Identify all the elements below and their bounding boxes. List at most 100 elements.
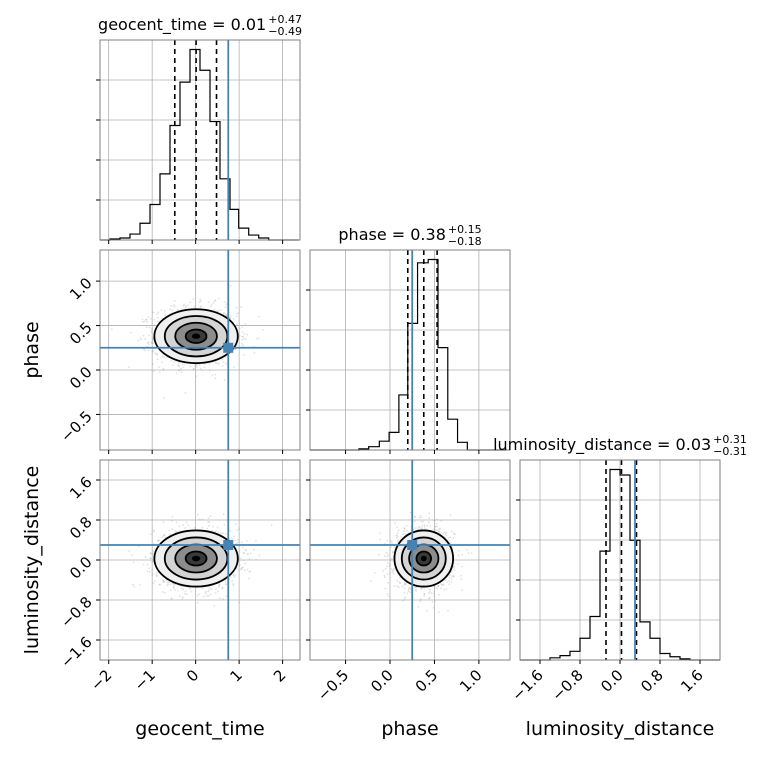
scatter-point bbox=[386, 593, 389, 595]
panel-hist-phase bbox=[309, 249, 511, 451]
x-tick-label: 0.0 bbox=[367, 666, 397, 696]
scatter-point bbox=[161, 536, 164, 539]
scatter-point bbox=[164, 536, 167, 539]
x-tick-label: −2 bbox=[87, 666, 115, 694]
scatter-point bbox=[239, 563, 241, 566]
scatter-point bbox=[214, 377, 217, 380]
scatter-point bbox=[425, 609, 428, 612]
scatter-point bbox=[208, 587, 211, 590]
y-axis-label-phase: phase bbox=[21, 321, 43, 378]
scatter-point bbox=[262, 329, 264, 331]
scatter-point bbox=[413, 520, 416, 523]
x-tick-label: 0 bbox=[183, 666, 202, 685]
scatter-point bbox=[144, 349, 146, 352]
scatter-point bbox=[152, 582, 155, 585]
scatter-point bbox=[149, 552, 152, 554]
scatter-point bbox=[420, 526, 423, 529]
scatter-point bbox=[161, 361, 164, 364]
title-eq: = bbox=[207, 15, 231, 34]
scatter-point bbox=[230, 537, 233, 540]
scatter-point bbox=[399, 582, 402, 585]
scatter-point bbox=[377, 553, 380, 556]
scatter-point bbox=[246, 333, 249, 336]
scatter-point bbox=[147, 341, 150, 343]
scatter-point bbox=[162, 369, 165, 372]
scatter-point bbox=[390, 568, 393, 570]
scatter-point bbox=[403, 527, 406, 529]
scatter-point bbox=[403, 587, 406, 590]
tick-marks bbox=[96, 479, 284, 664]
scatter-point bbox=[180, 585, 183, 588]
scatter-point bbox=[242, 552, 245, 554]
scatter-point bbox=[414, 588, 417, 591]
scatter-point bbox=[246, 553, 249, 556]
scatter-point bbox=[182, 596, 184, 599]
scatter-point bbox=[270, 524, 273, 527]
scatter-point bbox=[446, 581, 448, 584]
scatter-point bbox=[423, 592, 426, 595]
scatter-point bbox=[142, 334, 145, 337]
scatter-point bbox=[173, 305, 176, 308]
scatter-point bbox=[433, 519, 436, 522]
scatter-point bbox=[142, 563, 145, 566]
scatter-point bbox=[257, 337, 260, 340]
scatter-point bbox=[173, 588, 176, 591]
grid-lines bbox=[310, 250, 510, 450]
scatter-point bbox=[176, 308, 179, 311]
scatter-point bbox=[182, 588, 185, 591]
scatter-point bbox=[216, 310, 219, 312]
scatter-point bbox=[426, 524, 429, 527]
scatter-point bbox=[192, 298, 195, 300]
scatter-point bbox=[403, 527, 406, 530]
scatter-point bbox=[423, 524, 426, 527]
scatter-point bbox=[415, 589, 418, 592]
scatter-point bbox=[140, 338, 143, 341]
scatter-point bbox=[219, 309, 222, 311]
scatter-point bbox=[184, 304, 187, 307]
scatter-point bbox=[198, 363, 201, 366]
scatter-point bbox=[145, 318, 147, 321]
scatter-point bbox=[438, 528, 441, 531]
scatter-point bbox=[389, 564, 391, 567]
scatter-point bbox=[153, 529, 155, 532]
scatter-point bbox=[249, 552, 252, 555]
scatter-point bbox=[151, 362, 154, 365]
scatter-point bbox=[173, 584, 175, 586]
scatter-point bbox=[178, 525, 181, 528]
scatter-point bbox=[385, 565, 388, 568]
scatter-point bbox=[397, 539, 400, 542]
scatter-point bbox=[162, 367, 165, 370]
scatter-point bbox=[414, 527, 417, 529]
scatter-point bbox=[176, 530, 179, 533]
scatter-point bbox=[397, 529, 400, 532]
scatter-point bbox=[384, 576, 386, 579]
scatter-point bbox=[215, 588, 217, 590]
scatter-point bbox=[158, 583, 161, 586]
scatter-point bbox=[149, 552, 152, 555]
scatter-point bbox=[222, 361, 225, 363]
scatter-point bbox=[392, 572, 395, 575]
scatter-point bbox=[445, 579, 447, 581]
scatter-point bbox=[151, 338, 154, 341]
x-tick-labels-phase: −0.5 0.0 0.5 1.0 bbox=[314, 666, 486, 704]
scatter-point bbox=[217, 310, 219, 313]
scatter-point bbox=[211, 530, 214, 532]
scatter-point bbox=[162, 579, 165, 582]
scatter-point bbox=[236, 312, 238, 315]
scatter-point bbox=[207, 521, 210, 523]
scatter-point bbox=[432, 592, 435, 595]
scatter-point bbox=[234, 539, 237, 542]
scatter-point bbox=[218, 584, 220, 587]
scatter-point bbox=[443, 589, 446, 591]
scatter-point bbox=[165, 356, 168, 359]
scatter-point bbox=[158, 539, 161, 542]
scatter-point bbox=[151, 339, 154, 341]
scatter-point bbox=[458, 550, 461, 552]
scatter-point bbox=[172, 361, 175, 363]
scatter-point bbox=[451, 575, 454, 578]
scatter-point bbox=[151, 560, 154, 563]
scatter-point bbox=[156, 574, 159, 577]
scatter-point bbox=[147, 343, 150, 346]
scatter-point bbox=[155, 575, 158, 578]
scatter-point bbox=[189, 301, 192, 304]
